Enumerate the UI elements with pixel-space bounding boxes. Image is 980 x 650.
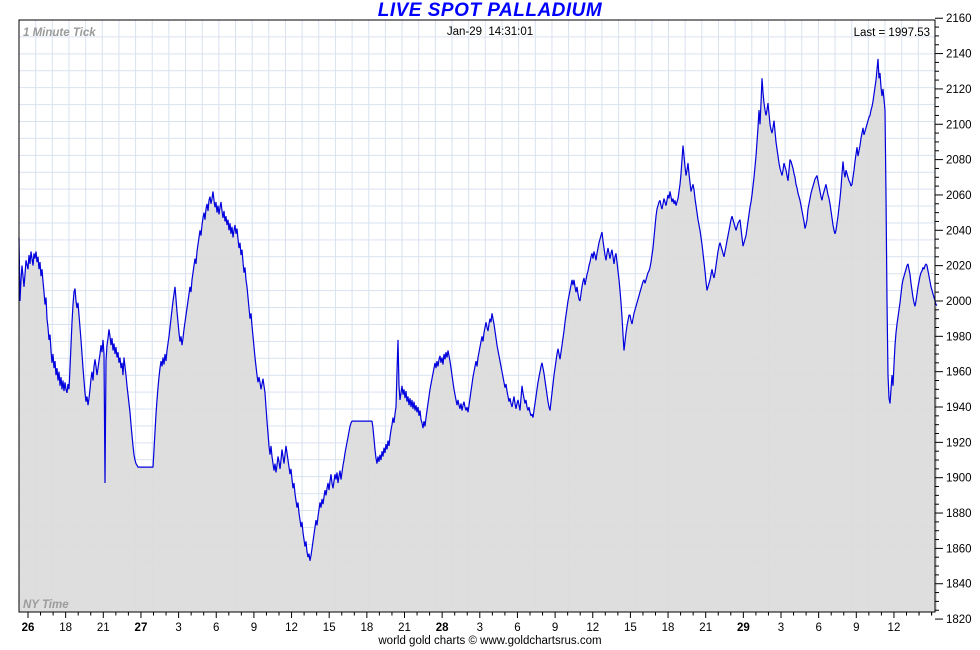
x-tick-label: 9 <box>552 622 558 634</box>
x-tick-label: 27 <box>135 622 148 634</box>
x-tick-label: 21 <box>398 622 411 634</box>
y-tick-label: 1900 <box>946 473 972 485</box>
y-tick-label: 2160 <box>946 13 972 25</box>
y-axis-ticks <box>935 17 943 620</box>
y-tick-label: 2000 <box>946 296 972 308</box>
y-tick-label: 1920 <box>946 437 972 449</box>
timestamp-label: Jan-29 14:31:01 <box>447 26 533 38</box>
x-tick-label: 12 <box>888 622 901 634</box>
plot-border <box>18 19 936 613</box>
x-tick-label: 9 <box>853 622 859 634</box>
y-tick-label: 2040 <box>946 225 972 237</box>
x-tick-label: 6 <box>213 622 219 634</box>
y-tick-label: 2140 <box>946 49 972 61</box>
x-tick-label: 12 <box>285 622 298 634</box>
x-tick-label: 18 <box>59 622 72 634</box>
price-line <box>18 58 938 561</box>
x-tick-label: 26 <box>22 622 35 634</box>
y-axis-labels: 1820 1840 1860 1880 1900 1920 1940 1960 1980 2000… <box>946 13 972 626</box>
watermark-label: world gold charts © www.goldchartsrus.co… <box>377 635 601 647</box>
price-area-fill <box>19 58 937 612</box>
x-tick-label: 6 <box>514 622 520 634</box>
y-tick-label: 1940 <box>946 402 972 414</box>
x-tick-label: 9 <box>251 622 257 634</box>
x-tick-label: 29 <box>737 622 750 634</box>
x-tick-label: 15 <box>624 622 637 634</box>
x-tick-label: 15 <box>323 622 336 634</box>
x-tick-label: 3 <box>175 622 181 634</box>
y-tick-label: 1840 <box>946 579 972 591</box>
y-tick-label: 2060 <box>946 190 972 202</box>
y-tick-label: 1980 <box>946 331 972 343</box>
tick-interval-label: 1 Minute Tick <box>23 27 96 39</box>
y-tick-label: 1820 <box>946 614 972 626</box>
y-tick-label: 1880 <box>946 508 972 520</box>
x-tick-label: 6 <box>815 622 821 634</box>
y-tick-label: 2100 <box>946 119 972 131</box>
x-tick-label: 28 <box>436 622 449 634</box>
y-tick-label: 2020 <box>946 261 972 273</box>
x-tick-label: 3 <box>778 622 784 634</box>
y-tick-label: 1860 <box>946 543 972 555</box>
x-tick-label: 21 <box>97 622 110 634</box>
last-price-label: Last = 1997.53 <box>854 27 930 39</box>
x-axis-ticks <box>27 612 933 618</box>
timezone-label: NY Time <box>23 599 69 611</box>
x-tick-label: 18 <box>360 622 373 634</box>
page-title: LIVE SPOT PALLADIUM <box>378 0 603 21</box>
x-tick-label: 12 <box>586 622 599 634</box>
y-tick-label: 2120 <box>946 84 972 96</box>
y-tick-label: 2080 <box>946 155 972 167</box>
x-tick-label: 18 <box>662 622 675 634</box>
x-axis-labels: 26 18 21 27 3 6 9 12 15 18 21 28 3 6 9 12 15 18 21 29 3 6 9 12 <box>22 622 901 634</box>
y-tick-label: 1960 <box>946 367 972 379</box>
x-tick-label: 3 <box>477 622 483 634</box>
x-tick-label: 21 <box>699 622 712 634</box>
